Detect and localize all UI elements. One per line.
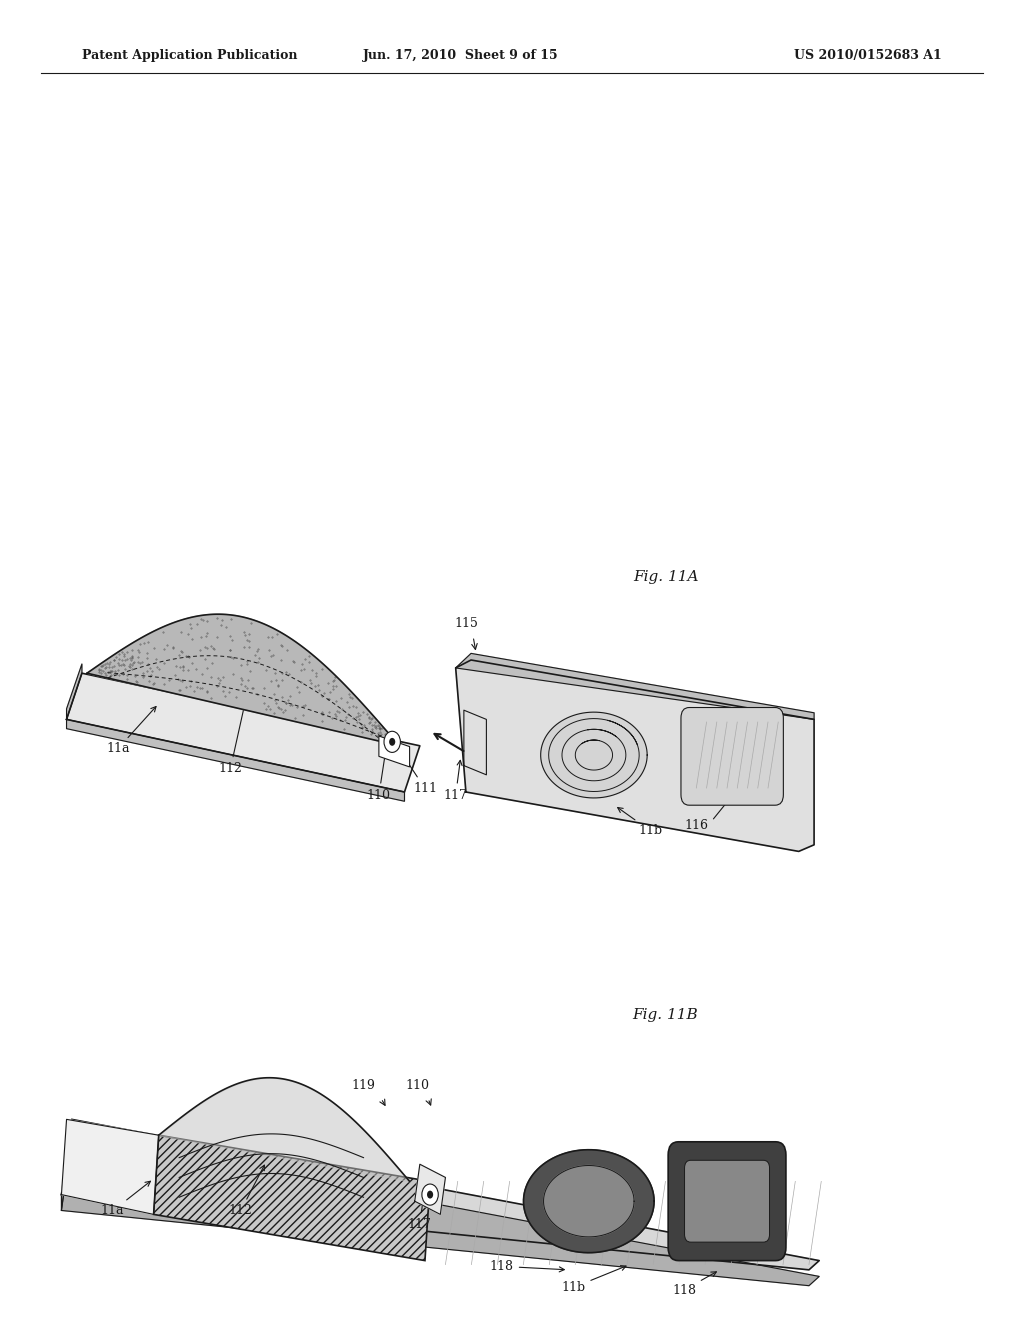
Text: 11a: 11a [101,1181,151,1217]
FancyBboxPatch shape [668,1142,786,1261]
Text: 112: 112 [228,1166,264,1217]
Polygon shape [464,710,486,775]
Polygon shape [544,1166,634,1237]
Text: 110: 110 [406,1078,430,1092]
Text: 118: 118 [672,1271,717,1296]
Text: 117: 117 [408,1189,432,1230]
Polygon shape [67,664,82,719]
Polygon shape [61,1119,72,1210]
Circle shape [427,1191,433,1199]
Text: Patent Application Publication: Patent Application Publication [82,49,297,62]
Polygon shape [67,719,404,801]
Text: 111: 111 [396,746,437,795]
FancyBboxPatch shape [684,1160,770,1242]
Polygon shape [61,1135,819,1286]
Polygon shape [61,1119,159,1214]
Text: 110: 110 [367,746,391,801]
Text: 11b: 11b [561,1266,626,1294]
Polygon shape [415,1164,445,1214]
Text: 11b: 11b [617,808,663,837]
Polygon shape [523,1150,654,1253]
Text: Fig. 11A: Fig. 11A [633,570,698,583]
Text: 112: 112 [218,704,246,775]
Polygon shape [154,1135,430,1261]
Polygon shape [87,614,399,746]
Circle shape [384,731,400,752]
Text: 116: 116 [684,818,709,832]
Polygon shape [456,660,814,851]
Polygon shape [379,737,410,767]
Text: 117: 117 [443,760,468,801]
FancyBboxPatch shape [681,708,783,805]
Text: Jun. 17, 2010  Sheet 9 of 15: Jun. 17, 2010 Sheet 9 of 15 [362,49,559,62]
Text: 11a: 11a [106,706,156,755]
Text: 118: 118 [489,1259,564,1272]
Polygon shape [456,653,814,719]
Polygon shape [61,1119,819,1270]
Text: Fig. 11B: Fig. 11B [633,1008,698,1022]
Polygon shape [541,713,647,797]
Text: US 2010/0152683 A1: US 2010/0152683 A1 [795,49,942,62]
Circle shape [389,738,395,746]
Polygon shape [67,673,420,792]
Text: 119: 119 [351,1078,376,1092]
Circle shape [422,1184,438,1205]
Text: 115: 115 [454,616,478,630]
